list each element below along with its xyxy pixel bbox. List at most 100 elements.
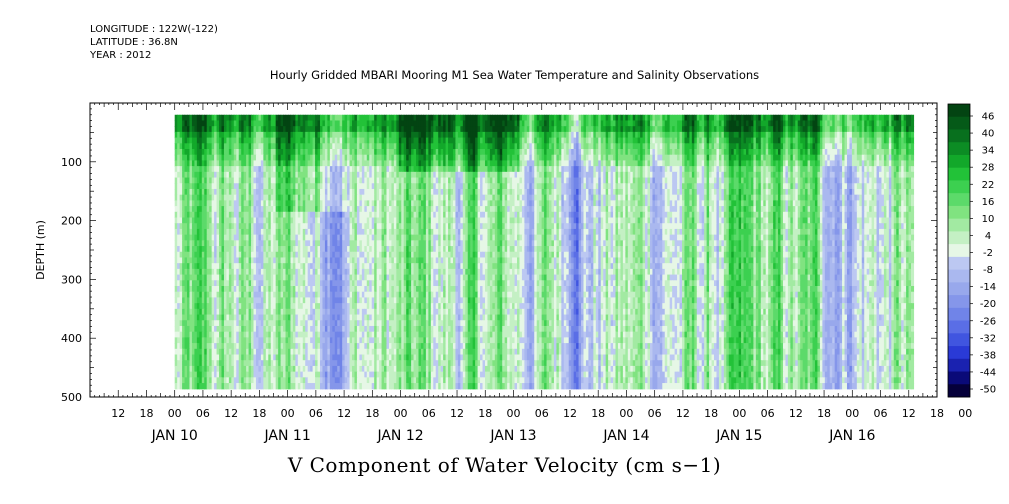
heat-cell — [787, 126, 791, 133]
heat-cell — [457, 114, 461, 122]
heat-cell — [620, 131, 624, 139]
heat-cell — [433, 120, 437, 127]
heat-cell — [497, 126, 501, 133]
heat-cell — [647, 126, 651, 133]
heat-cell — [906, 120, 910, 127]
heat-cell — [371, 126, 375, 133]
heat-cell — [911, 166, 915, 173]
heat-cell — [684, 114, 688, 122]
heat-cell — [876, 126, 880, 133]
heat-cell — [790, 120, 794, 127]
heat-cell — [610, 126, 614, 133]
heat-cell — [622, 126, 626, 133]
heat-cell — [211, 131, 215, 139]
heat-cell — [196, 126, 200, 133]
heat-cell — [216, 120, 220, 127]
heat-cell — [805, 126, 809, 133]
heat-cell — [859, 120, 863, 127]
heat-cell — [465, 126, 469, 133]
heat-cell — [329, 131, 333, 139]
heat-cell — [182, 120, 186, 127]
heat-cell — [667, 120, 671, 127]
heat-cell — [615, 126, 619, 133]
heat-cell — [401, 114, 405, 122]
heat-cell — [361, 131, 365, 139]
heat-cell — [773, 120, 777, 127]
heat-cell — [418, 114, 422, 122]
heat-cell — [844, 126, 848, 133]
heat-cell — [521, 114, 525, 122]
year-label: YEAR : 2012 — [90, 50, 152, 61]
heat-cell — [822, 114, 826, 122]
heat-cell — [746, 114, 750, 122]
heat-cell — [677, 126, 681, 133]
heat-cell — [709, 126, 713, 133]
heat-cell — [452, 120, 457, 127]
heat-cell — [514, 120, 518, 127]
heat-cell — [297, 126, 301, 133]
heat-cell — [179, 114, 183, 122]
heat-cell — [211, 114, 215, 122]
chart-title: Hourly Gridded MBARI Mooring M1 Sea Wate… — [269, 68, 760, 82]
heat-cell — [718, 120, 722, 127]
heat-cell — [273, 120, 277, 127]
heat-cell — [652, 131, 656, 139]
heat-cell — [728, 126, 732, 133]
heat-cell — [177, 114, 181, 122]
heat-cell — [460, 120, 464, 127]
heat-cell — [911, 143, 915, 150]
heat-cell — [706, 114, 710, 122]
heat-cell — [620, 114, 624, 122]
heat-cell — [896, 120, 900, 127]
heat-cell — [753, 114, 757, 122]
heat-cell — [536, 120, 540, 127]
heat-cell — [672, 120, 676, 127]
heat-cell — [694, 114, 698, 122]
heat-cell — [576, 126, 580, 133]
heat-cell — [888, 114, 892, 122]
heat-cell — [595, 126, 599, 133]
heat-cell — [512, 120, 516, 127]
heat-cell — [778, 114, 782, 122]
heat-cell — [842, 126, 846, 133]
heat-cell — [736, 120, 740, 127]
heat-cell — [187, 126, 191, 133]
heat-cell — [260, 131, 264, 139]
heat-cell — [512, 114, 516, 122]
heat-cell — [886, 126, 890, 133]
heat-cell — [413, 114, 417, 122]
heat-cell — [544, 131, 548, 139]
heat-cell — [231, 114, 235, 122]
heat-cell — [376, 126, 380, 133]
heat-cell — [324, 126, 328, 133]
heat-cell — [504, 114, 508, 122]
heat-cell — [588, 120, 592, 127]
heat-cell — [347, 131, 351, 139]
heat-cell — [576, 131, 580, 139]
heat-cell — [911, 200, 915, 207]
heat-cell — [388, 131, 392, 139]
heat-cell — [758, 126, 762, 133]
heat-cell — [191, 131, 195, 139]
heat-cell — [327, 131, 331, 139]
heat-cell — [714, 120, 718, 127]
heat-cell — [430, 131, 434, 139]
heat-cell — [275, 131, 279, 139]
heat-cell — [524, 114, 528, 122]
heat-cell — [613, 126, 617, 133]
heat-cell — [216, 114, 220, 122]
heat-cell — [704, 126, 708, 133]
heat-cell — [529, 114, 533, 122]
heat-cell — [573, 126, 577, 133]
heat-cell — [278, 126, 282, 133]
heat-cell — [529, 120, 533, 127]
heat-cell — [255, 126, 260, 133]
heat-cell — [201, 126, 205, 133]
heat-cell — [457, 120, 461, 127]
heat-cell — [312, 126, 316, 133]
heat-cell — [736, 114, 740, 122]
heat-cell — [760, 120, 764, 127]
heat-cell — [886, 114, 890, 122]
heat-cell — [184, 131, 188, 139]
heat-cell — [425, 120, 429, 127]
